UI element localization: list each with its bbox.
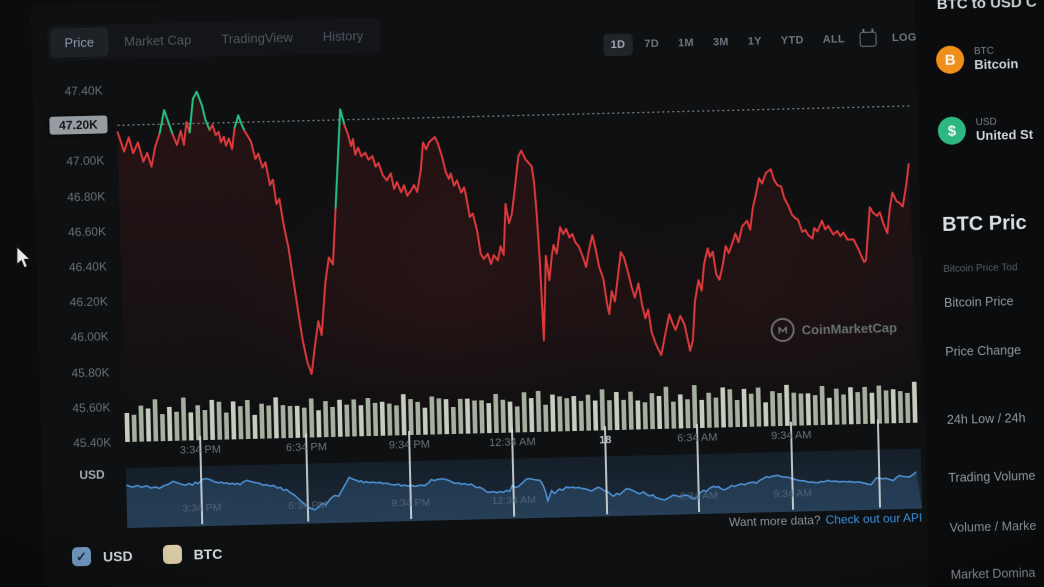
stats-section-title: BTC Pric xyxy=(941,211,1027,237)
checkbox-usd[interactable]: ✓ xyxy=(71,546,92,567)
coin-text: BTC Bitcoin xyxy=(974,45,1019,72)
stat-row-price-change: Price Change xyxy=(945,343,1022,359)
navigator-time-label: 9:34 AM xyxy=(773,487,813,501)
x-axis-label: 6:34 AM xyxy=(676,431,718,445)
x-axis-label: 12:34 AM xyxy=(488,436,536,450)
coinmarketcap-logo-icon xyxy=(770,317,795,343)
coin-name: Bitcoin xyxy=(974,56,1019,73)
navigator-time-label: 6:34 PM xyxy=(288,499,328,513)
navigator-time-label: 12:34 AM xyxy=(491,494,537,508)
mouse-cursor xyxy=(16,246,31,269)
stat-row-trading-volume: Trading Volume xyxy=(948,468,1036,485)
chart-plot-area[interactable] xyxy=(116,56,920,445)
legend-toggle-usd[interactable]: ✓ USD xyxy=(71,546,133,567)
x-axis-label: 6:34 PM xyxy=(285,441,328,455)
x-axis-label: 18 xyxy=(599,434,612,447)
usd-icon: $ xyxy=(937,116,967,146)
api-prompt: Want more data? xyxy=(728,513,821,530)
coinmarketcap-watermark: CoinMarketCap xyxy=(770,315,898,343)
legend-label: BTC xyxy=(193,545,223,562)
axis-unit-label: USD xyxy=(79,467,105,483)
converter-sidebar: BTC to USD C B BTC Bitcoin $ USD United St BT… xyxy=(926,0,1044,587)
x-axis-label: 3:34 PM xyxy=(179,443,222,457)
stats-table-header: Bitcoin Price Tod xyxy=(943,262,1018,275)
navigator-time-label: 6:34 AM xyxy=(679,489,719,503)
stat-row-24h-low-24h: 24h Low / 24h xyxy=(946,411,1026,427)
coin-name: United St xyxy=(975,126,1034,144)
stat-row-bitcoin-price: Bitcoin Price xyxy=(943,294,1014,310)
legend-toggle-btc[interactable]: BTC xyxy=(162,544,223,565)
x-axis-label: 9:34 PM xyxy=(388,438,431,452)
stat-row-market-domina: Market Domina xyxy=(950,565,1036,582)
api-link[interactable]: Check out our API xyxy=(825,510,923,527)
x-axis-label: 9:34 AM xyxy=(770,429,812,443)
checkbox-btc[interactable] xyxy=(162,544,182,565)
navigator-time-label: 3:34 PM xyxy=(182,501,222,515)
coin-text: USD United St xyxy=(975,116,1034,144)
btc-icon: B xyxy=(935,45,965,75)
watermark-label: CoinMarketCap xyxy=(801,319,898,337)
navigator-time-label: 9:34 PM xyxy=(391,496,431,510)
legend-label: USD xyxy=(102,547,133,565)
stat-row-volume-marke: Volume / Marke xyxy=(949,518,1037,535)
converter-coin-btc[interactable]: B BTC Bitcoin xyxy=(935,44,1019,75)
chart-legend: ✓ USD BTC xyxy=(71,544,223,567)
converter-title: BTC to USD C xyxy=(936,0,1037,14)
converter-coin-usd[interactable]: $ USD United St xyxy=(937,115,1034,146)
